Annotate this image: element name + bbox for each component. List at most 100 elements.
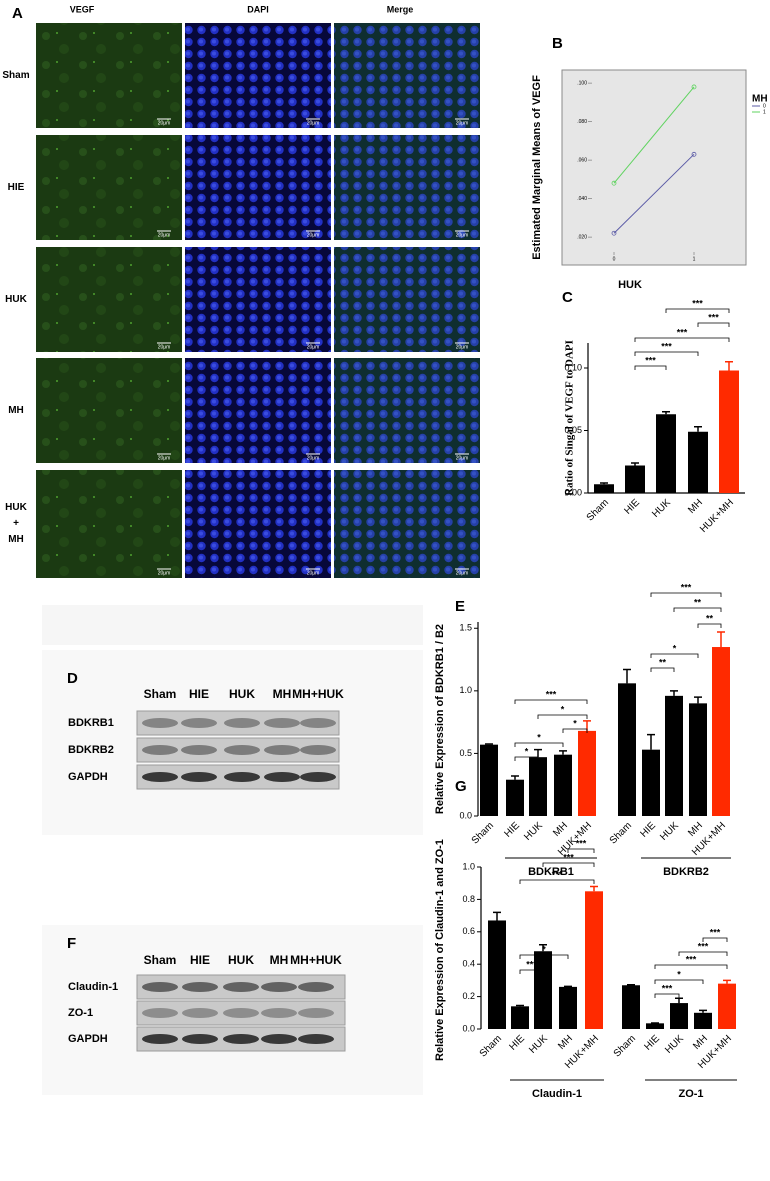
x-tick-label: MH <box>691 1033 710 1052</box>
y-tick-label: 1.5 <box>459 623 472 633</box>
column-header: Merge <box>387 4 414 14</box>
error-bar <box>559 750 567 755</box>
y-tick-label: .100 <box>577 80 587 86</box>
micrograph <box>185 135 331 240</box>
blot-row-label: BDKRB1 <box>68 717 114 729</box>
blot-band <box>142 745 178 755</box>
y-tick-label: 0.0 <box>459 810 472 820</box>
micrograph <box>334 135 480 240</box>
y-tick-label: 0.0 <box>462 1023 475 1033</box>
micrograph <box>185 358 331 463</box>
y-tick-label: .080 <box>577 119 587 125</box>
bar <box>506 779 524 816</box>
significance-label: *** <box>710 927 721 937</box>
significance-bracket <box>519 969 544 974</box>
error-bar <box>662 411 670 415</box>
blot-band <box>142 1034 178 1044</box>
blot-band <box>181 718 217 728</box>
x-tick-label: HUK <box>663 1033 686 1056</box>
x-tick-label: Sham <box>478 1033 504 1059</box>
micrograph <box>334 247 480 352</box>
significance-bracket <box>634 365 667 370</box>
y-tick-label: .020 <box>577 234 587 240</box>
micrograph <box>334 23 480 128</box>
significance-bracket <box>514 699 588 704</box>
bar <box>712 647 730 816</box>
blot-strip <box>136 1000 346 1026</box>
blot-strip <box>136 737 340 763</box>
significance-label: * <box>673 643 677 653</box>
blot-strip <box>136 710 340 736</box>
x-tick-label: HIE <box>642 1033 662 1053</box>
significance-bracket <box>519 879 595 884</box>
lane-label: MH+HUK <box>292 687 344 701</box>
micrograph <box>36 135 182 240</box>
bar <box>618 683 636 816</box>
blot-band <box>224 718 260 728</box>
scale-bar-label: 20μm <box>456 344 469 350</box>
blot-row-label: BDKRB2 <box>68 744 114 756</box>
panel-label: B <box>552 35 563 52</box>
legend-title: MH <box>752 94 768 105</box>
significance-label: *** <box>686 954 697 964</box>
row-label: HIE <box>7 181 25 193</box>
blot-band <box>142 982 178 992</box>
significance-bracket <box>702 937 728 942</box>
x-tick-label: MH <box>686 820 705 839</box>
scale-bar-label: 20μm <box>307 455 320 461</box>
scale-bar-label: 20μm <box>307 120 320 126</box>
error-bar <box>670 690 678 696</box>
error-bar <box>493 911 501 921</box>
bar <box>665 695 683 816</box>
blot-band <box>223 1034 259 1044</box>
blot-band <box>182 1034 218 1044</box>
bar <box>719 370 739 493</box>
x-tick-label: 0 <box>613 256 616 262</box>
lane-label: MH <box>273 687 292 701</box>
significance-label: * <box>542 944 546 954</box>
group-label: ZO-1 <box>678 1088 703 1100</box>
x-tick-label: Sham <box>608 820 634 846</box>
error-bar <box>631 462 639 466</box>
series-point <box>611 180 617 186</box>
series-line <box>613 86 695 184</box>
x-tick-label: HUK <box>658 820 681 843</box>
blot-band <box>182 982 218 992</box>
y-tick-label: 0.00 <box>564 487 582 497</box>
y-tick-label: 0.6 <box>462 926 475 936</box>
significance-label: *** <box>552 869 563 879</box>
bar <box>656 414 676 493</box>
blot-band <box>142 1008 178 1018</box>
series-line <box>613 153 695 234</box>
bar <box>488 920 506 1029</box>
scale-bar-label: 20μm <box>456 570 469 576</box>
blot-band <box>261 1034 297 1044</box>
x-tick-label: Sham <box>585 497 611 523</box>
bar <box>689 703 707 816</box>
significance-bracket <box>697 322 730 327</box>
x-tick-label: HUK <box>650 497 673 520</box>
background-panel <box>42 605 423 645</box>
error-bar <box>725 361 733 371</box>
significance-label: * <box>525 746 529 756</box>
blot-band <box>264 718 300 728</box>
significance-label: * <box>561 704 565 714</box>
y-axis-title: Ratio of Singal of VEGF to DAPI <box>564 340 576 496</box>
scale-bar-label: 20μm <box>456 232 469 238</box>
y-tick-label: 1.0 <box>459 685 472 695</box>
significance-label: * <box>677 969 681 979</box>
significance-label: *** <box>576 838 587 848</box>
error-bar <box>694 696 702 704</box>
y-tick-label: 0.05 <box>564 425 582 435</box>
significance-label: *** <box>563 852 574 862</box>
bar <box>670 1003 688 1029</box>
significance-bracket <box>567 848 595 853</box>
blot-band <box>300 772 336 782</box>
significance-bracket <box>654 979 704 984</box>
micrograph <box>36 470 182 578</box>
blot-band <box>300 718 336 728</box>
bar <box>642 749 660 816</box>
blot-band <box>298 982 334 992</box>
panel-label: D <box>67 670 78 687</box>
